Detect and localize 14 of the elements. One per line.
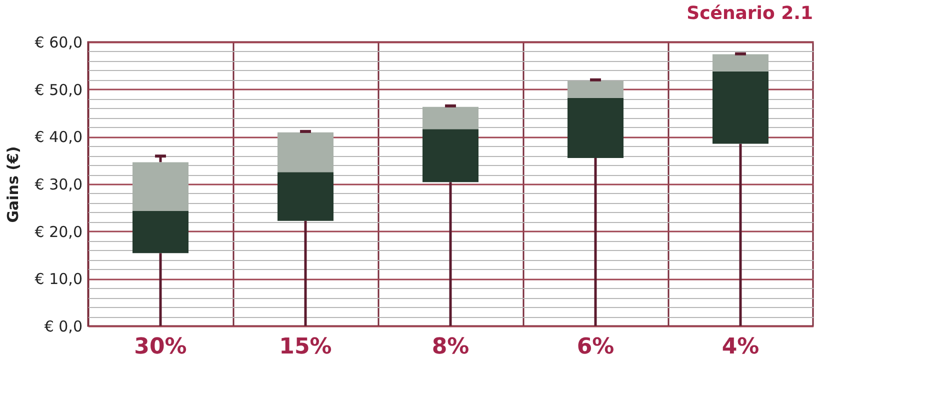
x-tick-label: 6% (576, 334, 614, 360)
y-tick-label: € 30,0 (34, 176, 82, 194)
y-axis-title: Gains (€) (4, 146, 22, 223)
y-tick-label: € 10,0 (34, 270, 82, 288)
y-tick-label: € 60,0 (34, 34, 82, 52)
y-tick-label: € 0,0 (44, 318, 82, 336)
x-tick-label: 8% (432, 334, 470, 360)
y-tick-label: € 20,0 (34, 222, 82, 241)
x-tick-label: 4% (722, 334, 760, 360)
x-tick-label: 15% (279, 334, 332, 360)
y-tick-label: € 40,0 (34, 128, 82, 146)
x-tick-label: 30% (134, 334, 187, 360)
chart-title: Scénario 2.1 (686, 3, 813, 24)
y-tick-label: € 50,0 (34, 80, 82, 99)
